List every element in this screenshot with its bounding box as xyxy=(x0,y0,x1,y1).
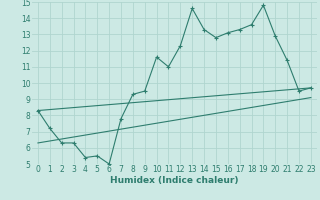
X-axis label: Humidex (Indice chaleur): Humidex (Indice chaleur) xyxy=(110,176,239,185)
